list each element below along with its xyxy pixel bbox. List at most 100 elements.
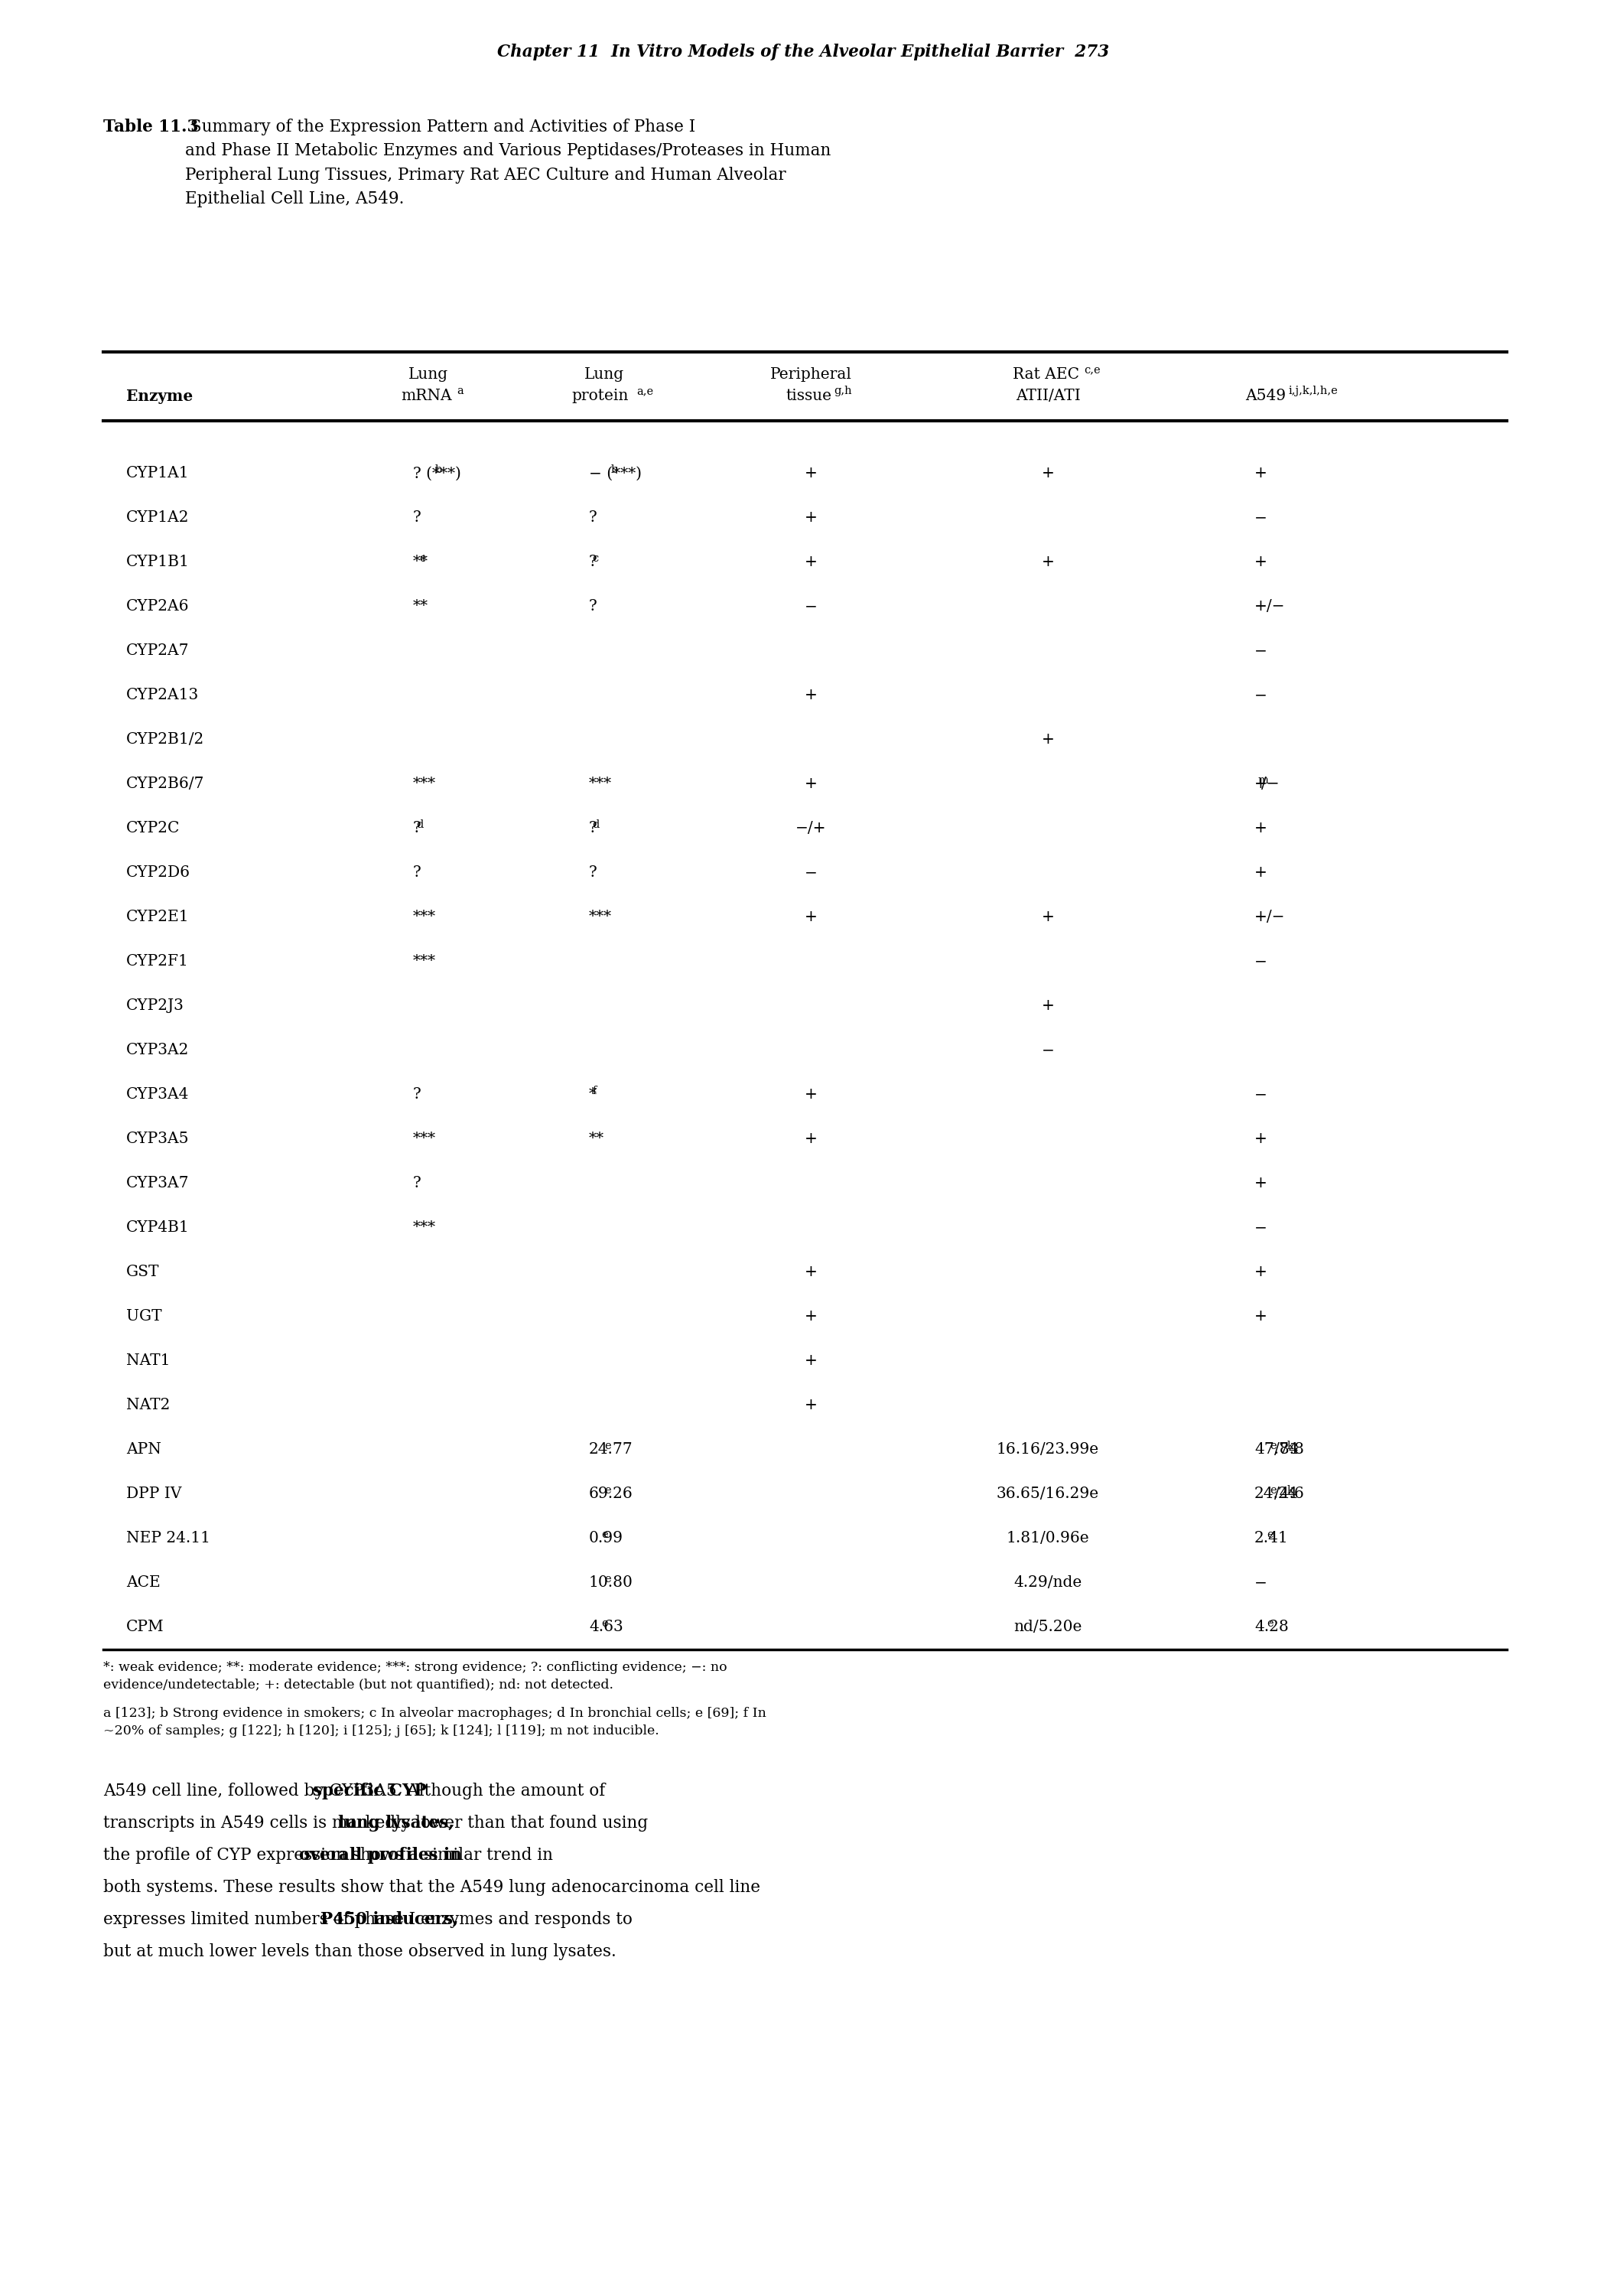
Text: +: +: [1255, 556, 1268, 569]
Text: CYP1A2: CYP1A2: [127, 510, 190, 526]
Text: tissue: tissue: [786, 388, 831, 404]
Text: ?: ?: [413, 1088, 421, 1102]
Text: CYP2D6: CYP2D6: [127, 866, 191, 879]
Text: +: +: [1041, 909, 1054, 925]
Text: ?: ?: [413, 822, 421, 836]
Text: Table 11.3: Table 11.3: [103, 119, 198, 135]
Text: CPM: CPM: [127, 1621, 164, 1635]
Text: k: k: [1287, 1486, 1294, 1495]
Text: CYP2J3: CYP2J3: [127, 999, 185, 1013]
Text: e: e: [1270, 1440, 1278, 1451]
Text: f: f: [591, 1086, 596, 1095]
Text: ***: ***: [588, 909, 612, 925]
Text: 36.65/16.29e: 36.65/16.29e: [996, 1488, 1099, 1502]
Text: c: c: [591, 553, 598, 565]
Text: CYP1B1: CYP1B1: [127, 556, 190, 569]
Text: **: **: [413, 599, 429, 613]
Text: a: a: [456, 386, 463, 397]
Text: g,h: g,h: [834, 386, 852, 397]
Text: −: −: [1255, 689, 1268, 703]
Text: c,e: c,e: [1083, 365, 1101, 374]
Text: −: −: [1255, 955, 1268, 969]
Text: CYP3A5: CYP3A5: [127, 1132, 190, 1146]
Text: 4.29/nde: 4.29/nde: [1014, 1575, 1082, 1591]
Text: i,j,k,l,h,e: i,j,k,l,h,e: [1289, 386, 1339, 397]
Text: e: e: [604, 1440, 611, 1451]
Text: overall profiles in: overall profiles in: [299, 1846, 461, 1864]
Text: −: −: [1255, 510, 1268, 526]
Text: specific CYP: specific CYP: [313, 1782, 427, 1800]
Text: NAT1: NAT1: [127, 1355, 170, 1368]
Text: ?: ?: [588, 822, 598, 836]
Text: +: +: [1041, 556, 1054, 569]
Text: /4.6: /4.6: [1274, 1488, 1303, 1502]
Text: 10.80: 10.80: [588, 1575, 633, 1591]
Text: e: e: [601, 1529, 607, 1541]
Text: CYP2F1: CYP2F1: [127, 955, 190, 969]
Text: k: k: [1287, 1440, 1294, 1451]
Text: +: +: [805, 909, 818, 925]
Text: ?: ?: [413, 1176, 421, 1192]
Text: −: −: [1255, 1088, 1268, 1102]
Text: 47.74: 47.74: [1255, 1442, 1298, 1458]
Text: /−: /−: [1261, 776, 1279, 792]
Text: +: +: [805, 689, 818, 703]
Text: CYP2A7: CYP2A7: [127, 643, 190, 659]
Text: *: weak evidence; **: moderate evidence; ***: strong evidence; ?: conflicting ev: *: weak evidence; **: moderate evidence;…: [103, 1660, 726, 1692]
Text: +: +: [1041, 732, 1054, 746]
Text: ***: ***: [413, 1221, 435, 1235]
Text: **: **: [413, 556, 429, 569]
Text: −: −: [1255, 643, 1268, 659]
Text: +: +: [805, 1132, 818, 1146]
Text: Lung: Lung: [585, 367, 624, 381]
Text: −: −: [1255, 1575, 1268, 1591]
Text: but at much lower levels than those observed in lung lysates.: but at much lower levels than those obse…: [103, 1942, 617, 1961]
Text: 69.26: 69.26: [588, 1488, 633, 1502]
Text: +/−: +/−: [1255, 599, 1286, 613]
Text: −: −: [805, 866, 818, 879]
Text: Peripheral: Peripheral: [770, 367, 852, 381]
Text: DPP IV: DPP IV: [127, 1488, 182, 1502]
Text: transcripts in A549 cells is markedly lower than that found using: transcripts in A549 cells is markedly lo…: [103, 1814, 654, 1832]
Text: 0.99: 0.99: [588, 1531, 624, 1545]
Text: ?: ?: [588, 866, 598, 879]
Text: NEP 24.11: NEP 24.11: [127, 1531, 211, 1545]
Text: CYP3A4: CYP3A4: [127, 1088, 190, 1102]
Text: −: −: [805, 599, 818, 613]
Text: +: +: [805, 776, 818, 792]
Text: 24.24: 24.24: [1255, 1488, 1298, 1502]
Text: +: +: [805, 466, 818, 480]
Text: +: +: [1255, 1309, 1268, 1325]
Text: 1.81/0.96e: 1.81/0.96e: [1006, 1531, 1090, 1545]
Text: ?: ?: [588, 556, 598, 569]
Text: expresses limited numbers of phase I enzymes and responds to: expresses limited numbers of phase I enz…: [103, 1910, 638, 1929]
Text: Summary of the Expression Pattern and Activities of Phase I
and Phase II Metabol: Summary of the Expression Pattern and Ac…: [185, 119, 831, 207]
Text: protein: protein: [572, 388, 628, 404]
Text: **: **: [588, 1132, 604, 1146]
Text: GST: GST: [127, 1265, 159, 1279]
Text: CYP2A6: CYP2A6: [127, 599, 190, 613]
Text: a,e: a,e: [636, 386, 654, 397]
Text: +: +: [1041, 466, 1054, 480]
Text: d: d: [416, 820, 423, 831]
Text: a [123]; b Strong evidence in smokers; c In alveolar macrophages; d In bronchial: a [123]; b Strong evidence in smokers; c…: [103, 1706, 767, 1738]
Text: +: +: [805, 510, 818, 526]
Text: − (***): − (***): [588, 466, 641, 480]
Text: +: +: [1255, 822, 1268, 836]
Text: +: +: [1255, 776, 1268, 792]
Text: CYP2B6/7: CYP2B6/7: [127, 776, 204, 792]
Text: +: +: [805, 556, 818, 569]
Text: UGT: UGT: [127, 1309, 162, 1325]
Text: lung lysates,: lung lysates,: [337, 1814, 453, 1832]
Text: Lung: Lung: [408, 367, 448, 381]
Text: +: +: [805, 1309, 818, 1325]
Text: e: e: [604, 1486, 611, 1495]
Text: /8.8: /8.8: [1274, 1442, 1303, 1458]
Text: d: d: [591, 820, 599, 831]
Text: −/+: −/+: [795, 822, 826, 836]
Text: +: +: [1255, 1132, 1268, 1146]
Text: e: e: [604, 1573, 611, 1584]
Text: −: −: [1041, 1042, 1054, 1058]
Text: CYP2A13: CYP2A13: [127, 689, 199, 703]
Text: e: e: [1266, 1529, 1274, 1541]
